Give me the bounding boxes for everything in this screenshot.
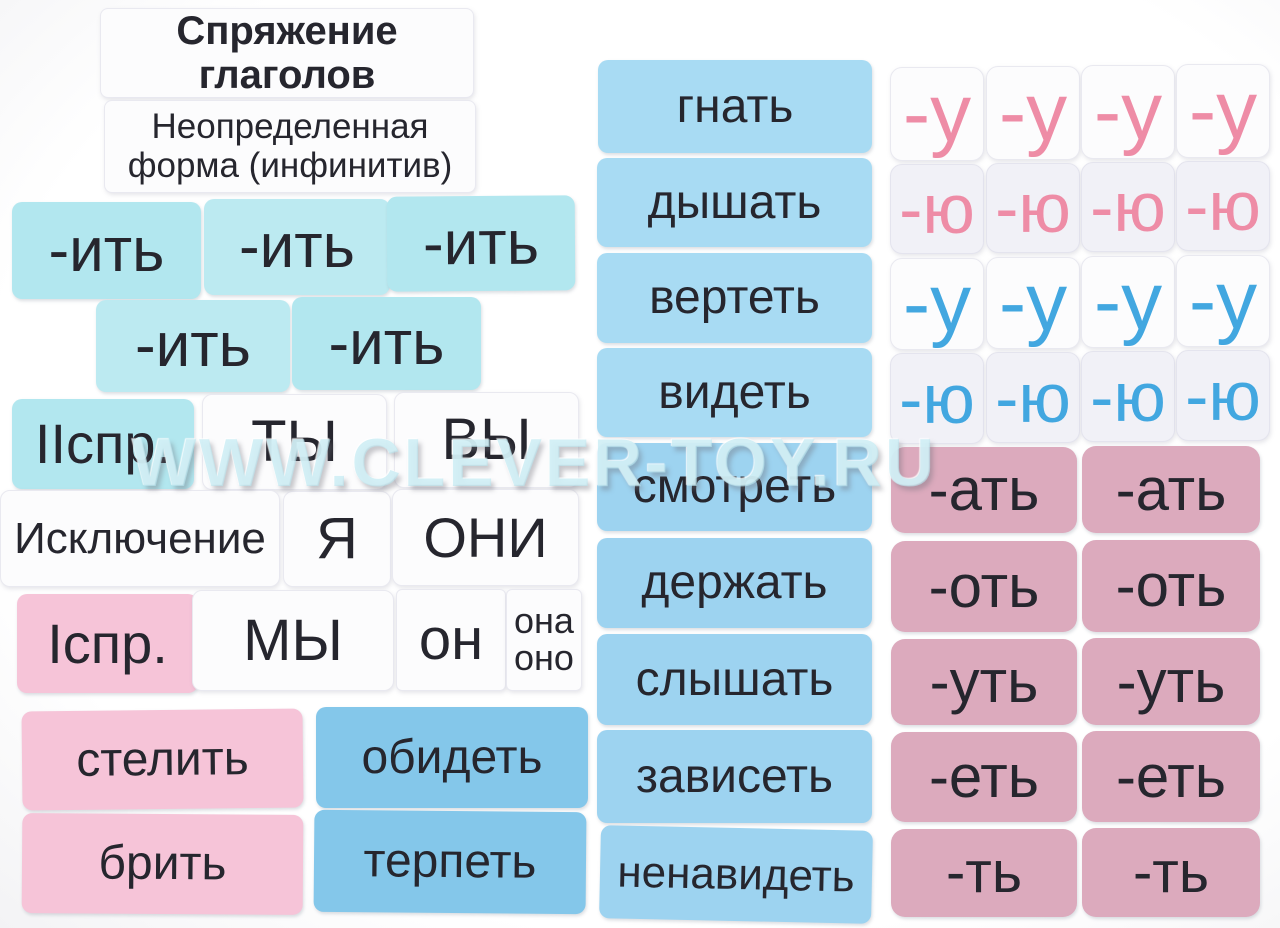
card-pronoun-oni: ОНИ	[392, 489, 579, 586]
card-verb-vertet: вертеть	[597, 253, 872, 343]
card-exception-label: Исключение	[0, 490, 280, 587]
card-verb-zaviset: зависеть	[597, 730, 872, 823]
card-ending-u-blue-3: -у	[1081, 256, 1175, 348]
card-verb-dyshat: дышать	[597, 158, 872, 247]
card-ending-it-5: -ить	[292, 297, 481, 390]
card-pronoun-ty: ТЫ	[202, 394, 387, 490]
card-ending-it-2: -ить	[204, 199, 390, 295]
card-ending-u-pink-4: -у	[1176, 64, 1270, 158]
card-pronoun-my: МЫ	[192, 590, 394, 691]
card-ending-u-blue-2: -у	[986, 257, 1080, 349]
card-ending-it-1: -ить	[12, 202, 201, 299]
card-ending-u-pink-2: -у	[986, 66, 1080, 160]
card-conjugation-1: Iспр.	[17, 594, 198, 693]
card-verb-smotret: смотреть	[597, 443, 872, 531]
card-pronoun-ona-ono: она оно	[506, 589, 582, 691]
card-pronoun-vy: ВЫ	[394, 392, 579, 488]
card-ending-u-pink-1: -у	[890, 67, 984, 161]
card-ending-yu-blue-3: -ю	[1081, 351, 1175, 442]
card-pronoun-ya: Я	[283, 491, 391, 587]
card-verb-videt: видеть	[597, 348, 872, 437]
card-ending-ot-1: -оть	[891, 541, 1077, 632]
card-verb-slyshat: слышать	[597, 634, 872, 725]
card-ending-yu-blue-4: -ю	[1176, 350, 1270, 441]
card-ending-u-blue-4: -у	[1176, 255, 1270, 347]
card-ending-yu-pink-3: -ю	[1081, 162, 1175, 252]
card-ending-yu-pink-1: -ю	[890, 164, 984, 254]
card-verb-nenavidet: ненавидеть	[599, 825, 873, 924]
pronoun-ona-label: она	[514, 600, 574, 642]
card-ending-yu-blue-2: -ю	[986, 352, 1080, 443]
card-ending-t-2: -ть	[1082, 828, 1260, 917]
card-verb-derzhat: держать	[597, 538, 872, 628]
card-conjugation-2: IIспр.	[12, 399, 194, 489]
card-ending-at-1: -ать	[891, 447, 1077, 533]
card-ending-u-pink-3: -у	[1081, 65, 1175, 159]
card-ending-u-blue-1: -у	[890, 258, 984, 350]
card-ending-yu-pink-2: -ю	[986, 163, 1080, 253]
card-ending-et-1: -еть	[891, 732, 1077, 822]
card-ending-yu-blue-1: -ю	[890, 353, 984, 444]
card-ending-ot-2: -оть	[1082, 540, 1260, 632]
card-ending-ut-1: -уть	[891, 639, 1077, 725]
card-verb-gnat: гнать	[598, 60, 872, 153]
card-ending-t-1: -ть	[891, 829, 1077, 917]
pronoun-ono-label: оно	[514, 637, 574, 678]
card-pronoun-on: он	[396, 589, 506, 691]
card-ending-ut-2: -уть	[1082, 638, 1260, 725]
card-ending-it-4: -ить	[96, 300, 290, 392]
card-subtitle: Неопределенная форма (инфинитив)	[104, 100, 476, 193]
card-verb-terpet: терпеть	[313, 809, 587, 915]
card-verb-stelit: стелить	[21, 708, 304, 811]
card-title: Спряжение глаголов	[100, 8, 474, 98]
card-ending-yu-pink-4: -ю	[1176, 161, 1270, 251]
card-verb-brit: брить	[21, 813, 304, 915]
card-ending-at-2: -ать	[1082, 446, 1260, 533]
card-ending-it-3: -ить	[386, 195, 576, 292]
card-verb-obidet: обидеть	[316, 707, 588, 808]
card-ending-et-2: -еть	[1082, 731, 1260, 822]
